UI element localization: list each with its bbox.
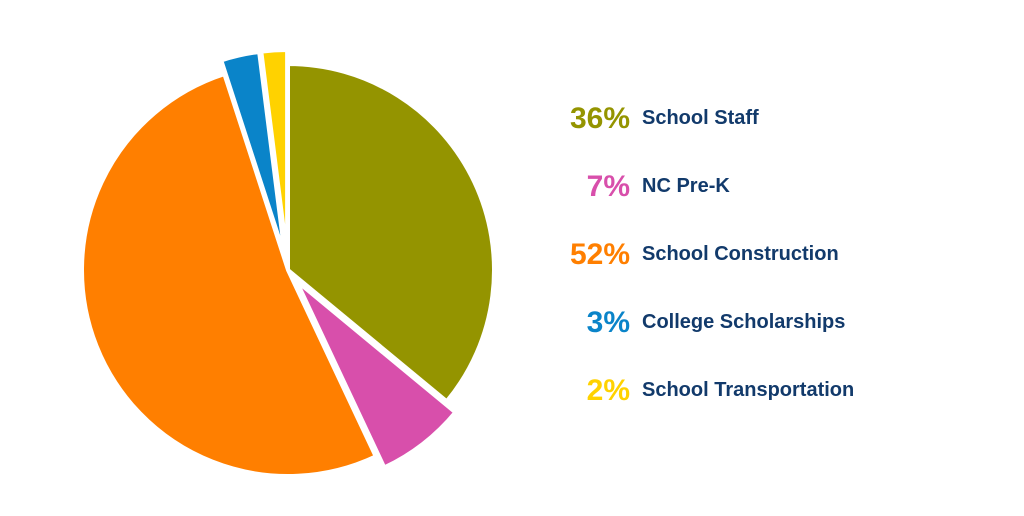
pie-chart	[80, 48, 496, 478]
legend-label: School Construction	[642, 243, 839, 265]
pie-slice-school-staff	[286, 62, 496, 404]
legend-label: NC Pre-K	[642, 175, 730, 197]
legend: 36% School Staff 7% NC Pre-K 52% School …	[560, 100, 1000, 440]
pie-slice-school-construction	[80, 72, 378, 478]
legend-label: School Transportation	[642, 379, 855, 401]
legend-item-school-transportation: 2% School Transportation	[560, 372, 1000, 409]
pie-slice-school-transportation	[259, 48, 290, 259]
legend-percent: 2%	[586, 373, 630, 407]
legend-percent: 7%	[586, 169, 630, 203]
legend-item-nc-pre-k: 7% NC Pre-K	[560, 168, 1000, 205]
legend-item-school-staff: 36% School Staff	[560, 100, 1000, 137]
legend-item-school-construction: 52% School Construction	[560, 236, 1000, 273]
pie-slice-nc-pre-k	[294, 279, 458, 470]
legend-item-college-scholarships: 3% College Scholarships	[560, 304, 1000, 341]
legend-percent: 36%	[569, 101, 630, 135]
legend-label: School Staff	[642, 107, 759, 129]
pie-slice-college-scholarships	[219, 49, 287, 259]
legend-percent: 52%	[569, 237, 630, 271]
legend-label: College Scholarships	[642, 311, 846, 333]
legend-percent: 3%	[586, 305, 630, 339]
